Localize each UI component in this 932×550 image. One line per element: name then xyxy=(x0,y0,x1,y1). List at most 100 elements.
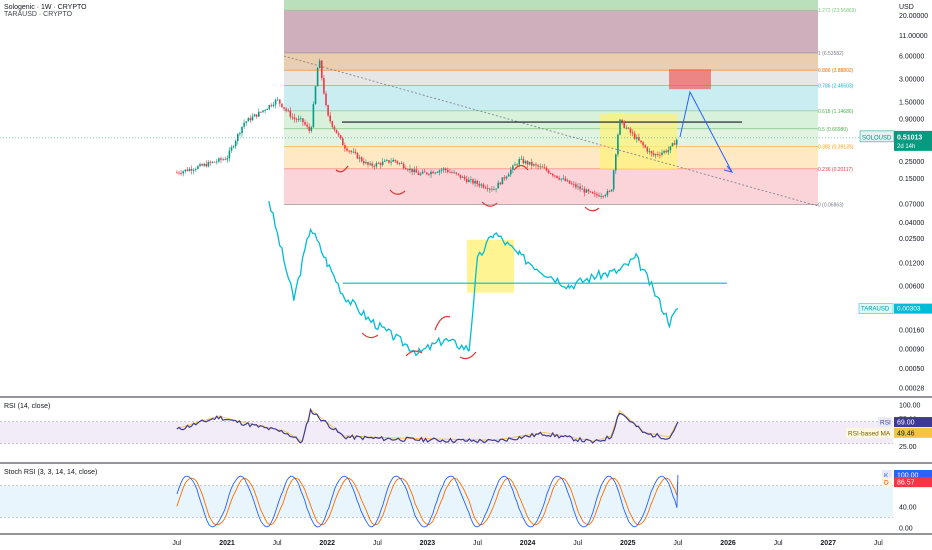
candle-body xyxy=(541,166,544,168)
candle-body xyxy=(654,154,657,156)
candle-body xyxy=(356,153,359,159)
candle-body xyxy=(426,172,428,174)
candle-body xyxy=(554,175,556,177)
fib-label-4: 0.618 (1.14686) xyxy=(818,109,854,115)
candle-body xyxy=(669,146,672,151)
candle-body xyxy=(457,173,460,175)
candle-body xyxy=(432,171,434,174)
candle-body xyxy=(373,165,376,167)
price-tick-0: 20.00000 xyxy=(899,13,928,20)
time-tick-3: 2022 xyxy=(319,540,335,547)
candle-body xyxy=(291,116,294,118)
candle-body xyxy=(327,105,329,116)
candle-body xyxy=(396,161,399,164)
candle-body xyxy=(627,127,630,129)
candle-body xyxy=(652,153,655,156)
candle-body xyxy=(589,191,592,193)
price-tick-15: 0.00090 xyxy=(899,347,924,354)
candle-body xyxy=(472,179,474,184)
candle-body xyxy=(585,189,588,193)
candle-body xyxy=(186,169,189,171)
candle-body xyxy=(438,170,441,173)
candle-body xyxy=(195,168,197,170)
candle-body xyxy=(612,170,615,190)
candle-body xyxy=(272,104,275,106)
candle-body xyxy=(577,186,579,188)
chart-legend: Sologenic · 1W · CRYPTO TARAUSD · CRYPTO xyxy=(4,4,87,18)
candle-body xyxy=(453,172,455,174)
candle-body xyxy=(470,179,472,181)
time-tick-11: 2026 xyxy=(720,540,736,547)
bottom-arc-3 xyxy=(513,164,529,171)
candle-body xyxy=(484,187,487,189)
candle-body xyxy=(623,121,625,128)
candle-body xyxy=(486,188,489,190)
candle-body xyxy=(549,173,552,174)
price-tick-2: 6.00000 xyxy=(899,53,924,60)
candle-body xyxy=(329,115,331,122)
candle-body xyxy=(192,169,195,171)
candle-body xyxy=(560,178,562,180)
candle-body xyxy=(436,172,439,174)
rsi-ma-name-text: RSI-based MA xyxy=(848,430,891,437)
candle-body xyxy=(568,180,571,184)
price-tick-14: 0.00160 xyxy=(899,327,924,334)
candle-body xyxy=(633,133,636,139)
candle-body xyxy=(417,172,420,175)
candle-body xyxy=(184,169,187,172)
candle-body xyxy=(461,176,464,178)
candle-body xyxy=(293,117,296,120)
candle-body xyxy=(650,151,653,154)
rsi-ma-value-text: 49.46 xyxy=(897,430,915,437)
candle-body xyxy=(203,163,205,166)
candle-body xyxy=(619,119,621,135)
candle-body xyxy=(644,145,646,148)
stoch-d-value: 86.57 xyxy=(897,480,915,487)
candle-body xyxy=(667,150,670,153)
candle-body xyxy=(444,168,447,170)
candle-body xyxy=(596,193,598,196)
bottom-arc-4 xyxy=(584,206,600,212)
candle-body xyxy=(264,110,266,111)
candle-body xyxy=(629,128,632,133)
fib-label-1: 1 (6.53582) xyxy=(818,51,844,57)
candle-body xyxy=(631,132,634,134)
projection-path xyxy=(679,90,733,173)
candle-body xyxy=(350,150,352,152)
candle-body xyxy=(463,176,466,179)
candle-body xyxy=(312,103,315,128)
candle-body xyxy=(258,111,260,117)
candle-body xyxy=(528,161,531,165)
candle-body xyxy=(285,108,287,111)
candle-body xyxy=(535,164,537,166)
candle-body xyxy=(190,168,193,171)
fib-zone-0 xyxy=(284,0,818,11)
candle-body xyxy=(197,166,199,169)
fib-label-3: 0.786 (2.46503) xyxy=(818,83,854,89)
candle-body xyxy=(276,99,279,101)
candle-body xyxy=(520,158,523,160)
candle-body xyxy=(407,169,409,171)
price-tick-17: 0.00028 xyxy=(899,385,924,392)
candle-body xyxy=(465,178,468,183)
candle-body xyxy=(468,179,470,183)
bottom-arc-5 xyxy=(361,332,379,339)
candle-body xyxy=(545,167,548,171)
candle-body xyxy=(552,173,554,176)
candle-body xyxy=(302,118,304,123)
candle-body xyxy=(507,174,510,177)
stoch-title: Stoch RSI (3, 3, 14, 14, close) xyxy=(4,469,98,476)
fib-zone-3 xyxy=(284,70,818,86)
price-tick-3: 3.00000 xyxy=(899,76,924,83)
candle-body xyxy=(253,114,256,117)
tara-line xyxy=(268,200,679,357)
candle-body xyxy=(423,171,426,173)
candle-body xyxy=(606,191,609,196)
time-tick-12: Jul xyxy=(774,540,783,547)
countdown-text: 2d 14h xyxy=(897,144,915,150)
stoch-k-value: 100.00 xyxy=(897,473,919,480)
time-tick-1: 2021 xyxy=(219,540,235,547)
candle-body xyxy=(421,171,424,174)
candle-body xyxy=(661,152,663,155)
